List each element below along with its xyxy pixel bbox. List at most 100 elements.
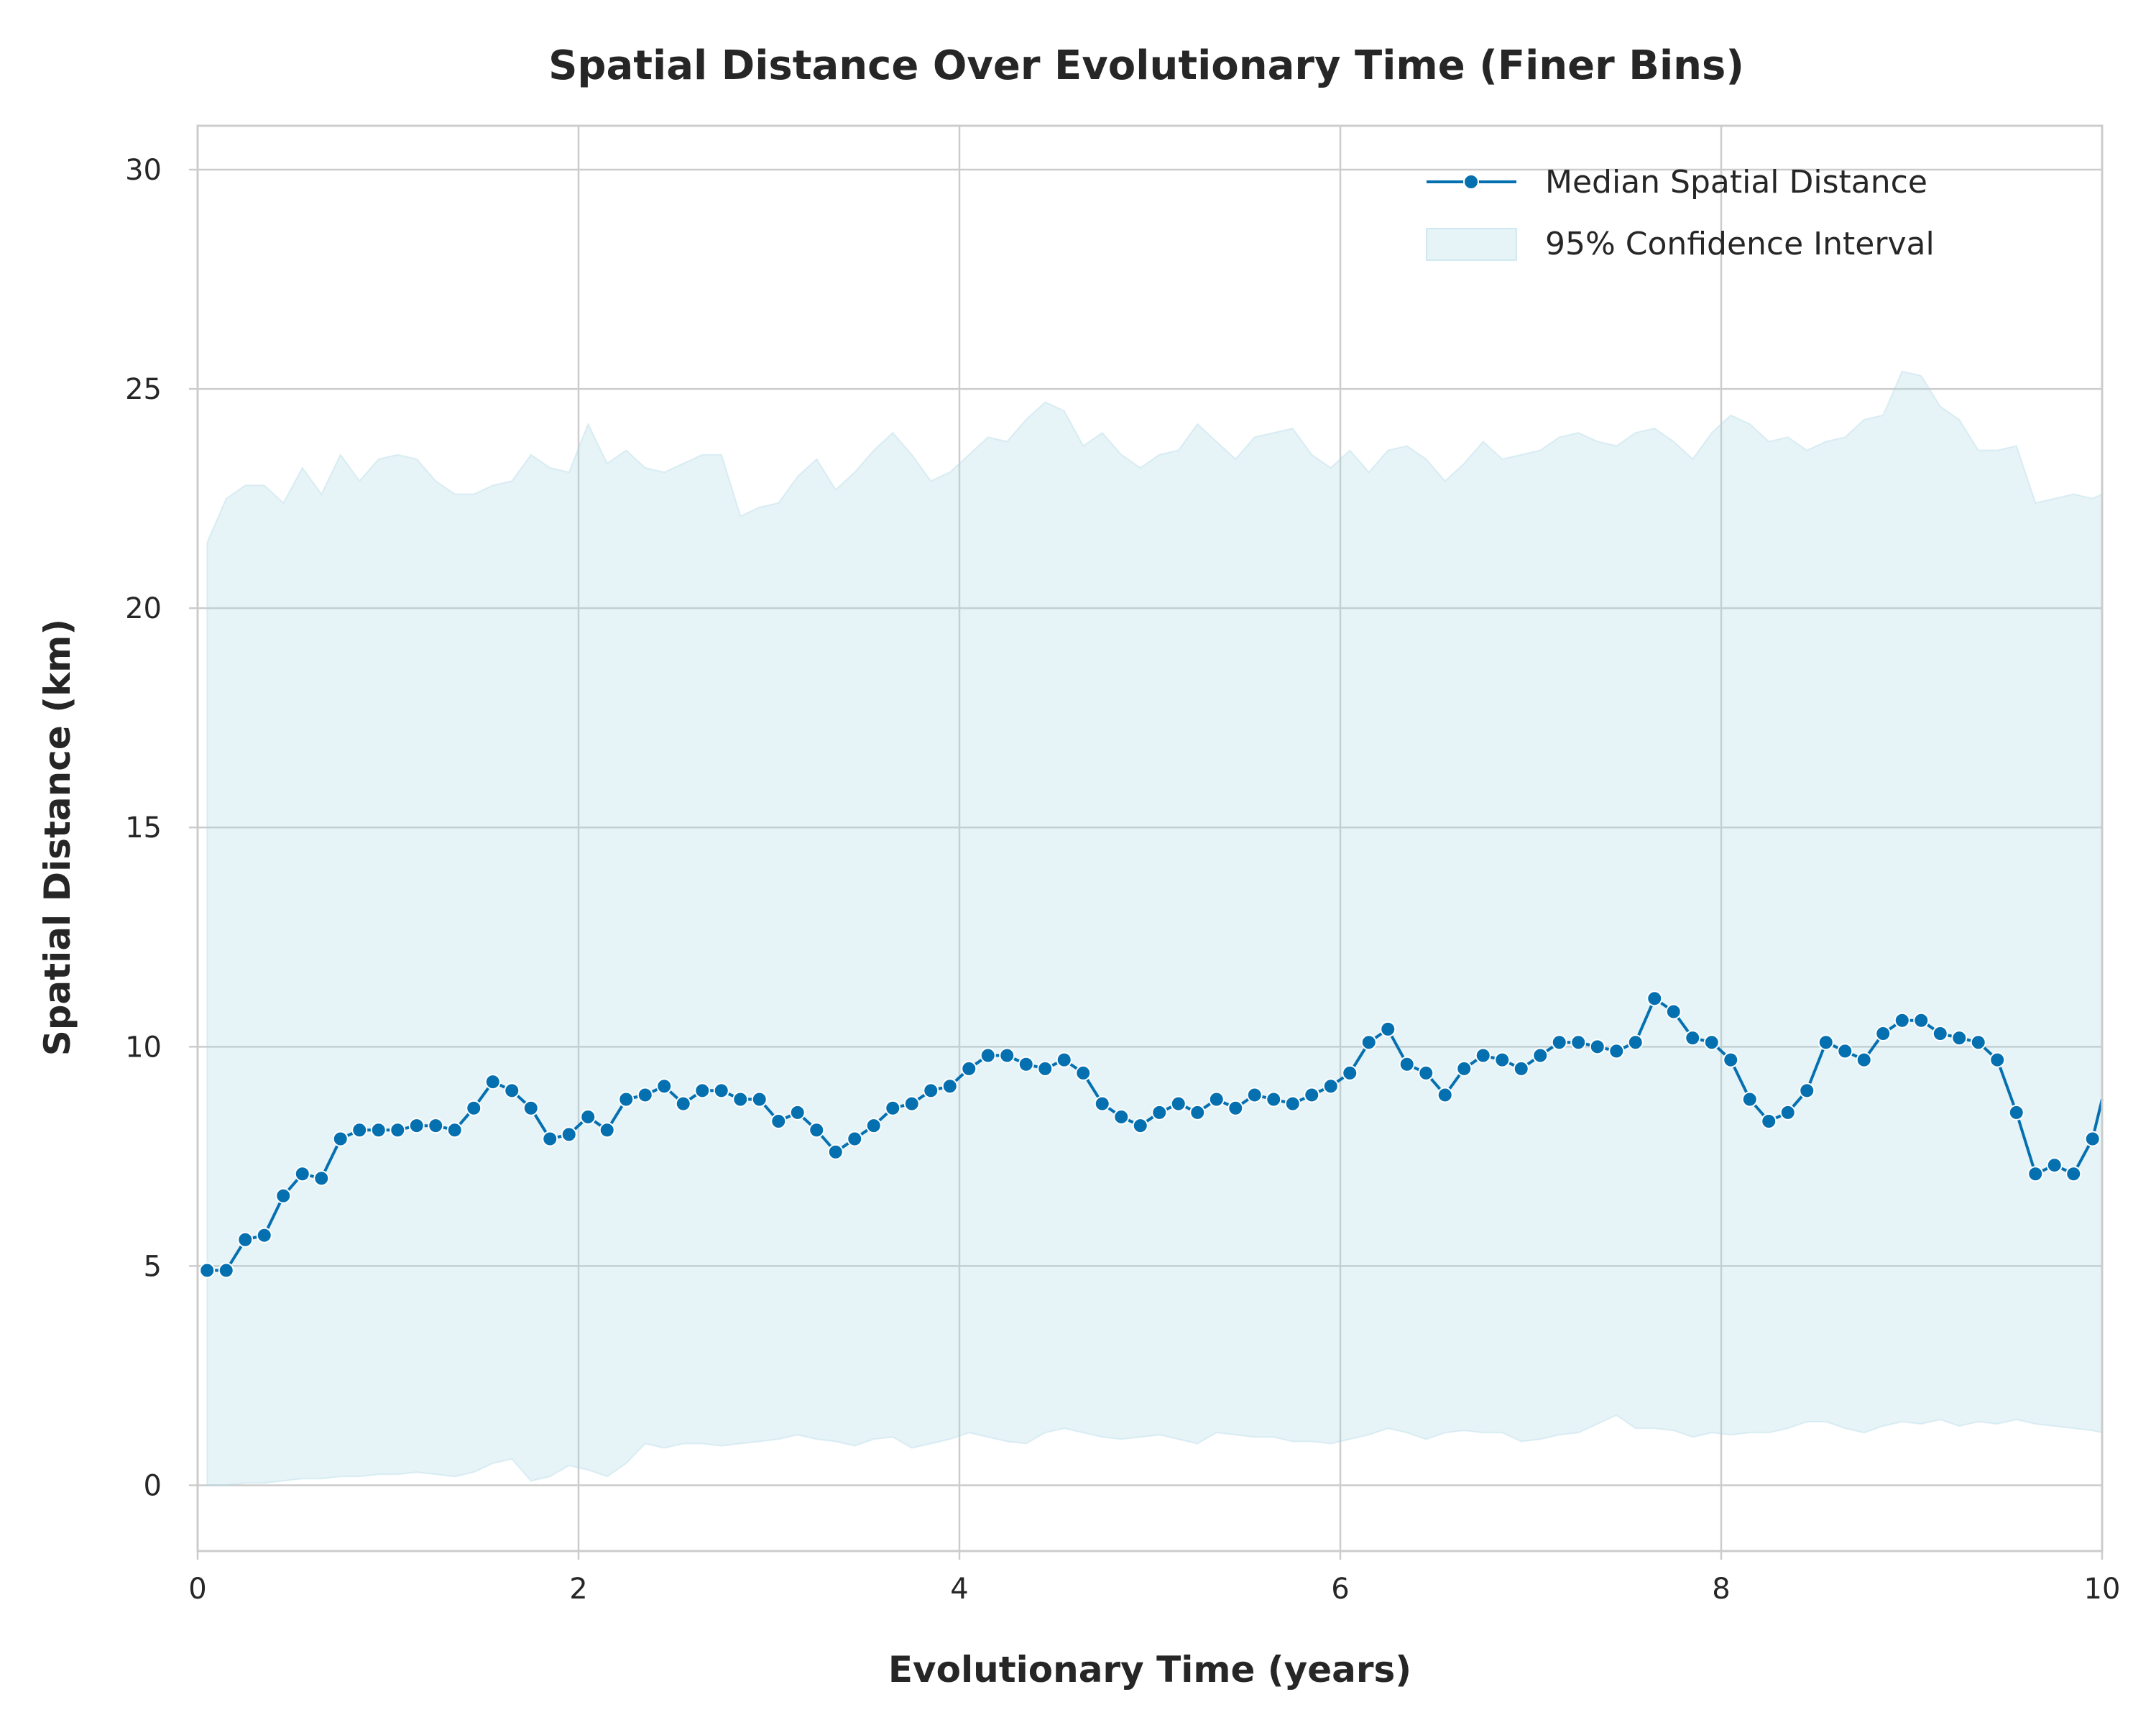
y-tick-label: 20: [125, 592, 162, 625]
median-point: [561, 1126, 577, 1143]
x-tick-label: 10: [2084, 1573, 2121, 1606]
median-point: [1189, 1104, 1206, 1121]
median-point: [961, 1060, 977, 1077]
median-point: [294, 1166, 310, 1182]
median-point: [504, 1082, 520, 1099]
median-point: [808, 1122, 825, 1138]
legend-band-swatch: [1426, 228, 1517, 261]
median-point: [1227, 1100, 1244, 1116]
median-point: [1856, 1052, 1872, 1068]
median-point: [1170, 1095, 1187, 1112]
median-point: [980, 1047, 996, 1064]
median-point: [713, 1082, 729, 1099]
median-point: [1818, 1034, 1834, 1051]
chart-title: Spatial Distance Over Evolutionary Time …: [548, 42, 1744, 89]
median-point: [1475, 1047, 1491, 1064]
median-point: [522, 1100, 539, 1116]
median-point: [256, 1227, 272, 1243]
median-point: [2065, 1166, 2082, 1182]
median-point: [865, 1118, 882, 1134]
median-point: [1113, 1108, 1130, 1125]
median-point: [1342, 1064, 1358, 1081]
median-point: [1456, 1060, 1473, 1077]
plot-frame: [196, 124, 2104, 1552]
median-point: [637, 1087, 653, 1103]
median-point: [770, 1113, 787, 1130]
x-tick-label: 0: [188, 1573, 206, 1606]
median-point: [2027, 1166, 2044, 1182]
median-point: [923, 1082, 939, 1099]
median-point: [1151, 1104, 1168, 1121]
x-axis-title: Evolutionary Time (years): [888, 1649, 1411, 1690]
median-point: [656, 1078, 673, 1095]
median-point: [351, 1122, 368, 1138]
median-point: [847, 1131, 863, 1147]
median-point: [390, 1122, 406, 1138]
x-tick-label: 6: [1331, 1573, 1349, 1606]
median-point: [1589, 1039, 1606, 1055]
median-point: [1094, 1095, 1110, 1112]
median-point: [1627, 1034, 1644, 1051]
median-point: [408, 1118, 425, 1134]
median-point: [941, 1078, 958, 1095]
median-point: [1799, 1082, 1815, 1099]
median-point: [1513, 1060, 1529, 1077]
legend-label-ci: 95% Confidence Interval: [1545, 226, 1935, 262]
legend-label-median: Median Spatial Distance: [1545, 164, 1927, 201]
median-point: [1646, 990, 1663, 1007]
median-point: [199, 1262, 216, 1279]
median-point: [999, 1047, 1015, 1064]
median-point: [1951, 1030, 1968, 1046]
median-point: [2084, 1131, 2101, 1147]
y-tick-label: 30: [125, 154, 162, 187]
median-point: [885, 1100, 901, 1116]
median-point: [599, 1122, 615, 1138]
x-tick-label: 8: [1712, 1573, 1730, 1606]
median-point: [1360, 1034, 1377, 1051]
median-point: [1913, 1012, 1930, 1029]
x-axis-ticks: 0 2 4 6 8 10: [188, 1551, 2120, 1606]
median-point: [1380, 1021, 1396, 1037]
median-point: [218, 1262, 234, 1279]
median-point: [1608, 1043, 1625, 1059]
median-point: [1723, 1052, 1739, 1068]
median-point: [1970, 1034, 1986, 1051]
median-point: [1494, 1052, 1511, 1068]
median-markers-layer: [199, 990, 2101, 1279]
median-point: [332, 1131, 349, 1147]
median-point: [827, 1144, 844, 1160]
median-point: [313, 1170, 330, 1187]
median-point: [618, 1091, 635, 1108]
y-tick-label: 25: [125, 373, 162, 406]
legend-marker-swatch: [1463, 174, 1479, 190]
median-point: [1284, 1095, 1301, 1112]
median-point: [1741, 1091, 1758, 1108]
median-point: [1665, 1003, 1682, 1020]
y-tick-label: 5: [144, 1250, 162, 1283]
y-tick-label: 15: [125, 811, 162, 845]
plot-area: [196, 124, 2104, 1552]
median-point: [1132, 1118, 1148, 1134]
median-point: [1532, 1047, 1549, 1064]
median-point: [370, 1122, 387, 1138]
median-point: [1703, 1034, 1720, 1051]
median-point: [275, 1187, 292, 1204]
y-tick-label: 0: [144, 1469, 162, 1502]
median-point: [1761, 1113, 1777, 1130]
x-tick-label: 2: [569, 1573, 587, 1606]
median-point: [1075, 1064, 1092, 1081]
median-point: [1875, 1026, 1892, 1042]
median-point: [237, 1231, 254, 1248]
median-point: [1056, 1052, 1072, 1068]
median-point: [732, 1091, 749, 1108]
median-point: [903, 1095, 920, 1112]
median-point: [694, 1082, 711, 1099]
median-point: [1399, 1056, 1415, 1072]
median-point: [1037, 1060, 1054, 1077]
median-point: [1266, 1091, 1282, 1108]
legend: Median Spatial Distance 95% Confidence I…: [1426, 164, 1935, 262]
median-point: [1437, 1087, 1453, 1103]
y-tick-label: 10: [125, 1031, 162, 1064]
median-point: [1322, 1078, 1339, 1095]
